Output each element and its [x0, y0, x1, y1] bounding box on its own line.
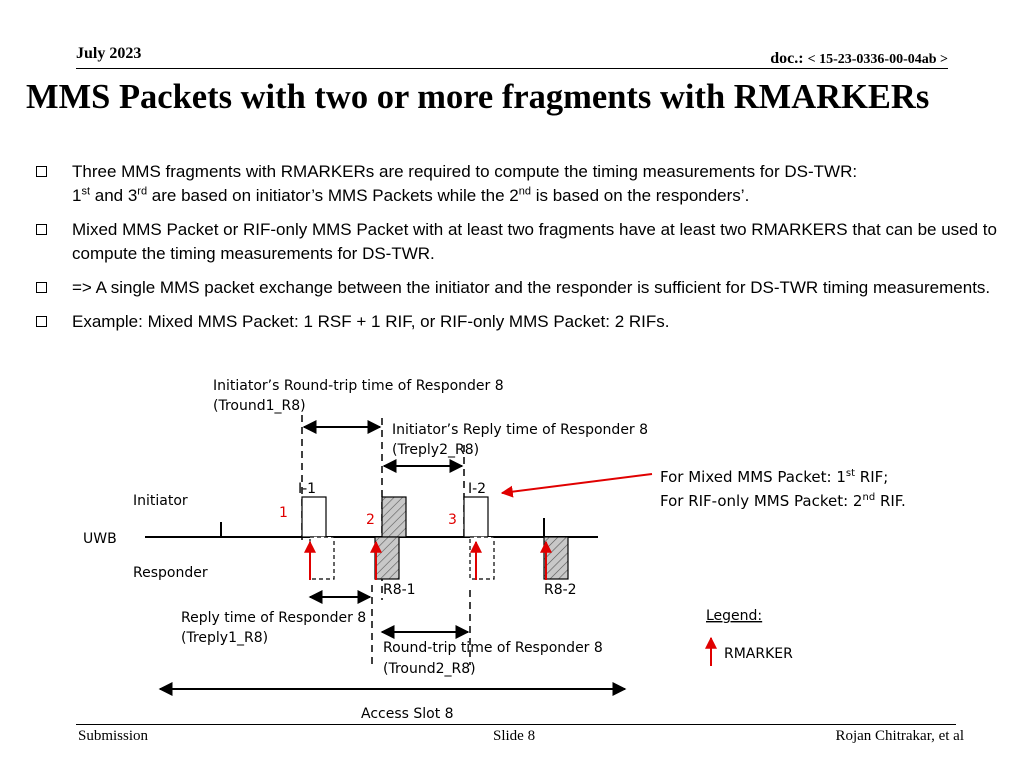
marker-1-label: 1 — [279, 505, 288, 521]
r8-2-label: R8-2 — [544, 582, 577, 598]
initiator-label: Initiator — [133, 493, 188, 509]
checkbox-bullet-icon — [36, 224, 47, 235]
note-superscript: nd — [862, 492, 875, 503]
slide-title: MMS Packets with two or more fragments w… — [26, 78, 930, 116]
reply2-symbol: (Treply2_R8) — [392, 442, 479, 458]
responder-label: Responder — [133, 565, 208, 581]
bullet-text-line1: Three MMS fragments with RMARKERs are re… — [72, 162, 858, 181]
superscript: nd — [518, 185, 531, 198]
bullet-text-part: 1 — [72, 186, 82, 205]
uwb-label: UWB — [83, 531, 117, 547]
footer-author: Rojan Chitrakar, et al — [835, 728, 964, 744]
bullet-text-part: and 3 — [90, 186, 138, 205]
superscript: rd — [137, 185, 148, 198]
doc-number: < 15-23-0336-00-04ab > — [807, 52, 948, 67]
bullet-list: Three MMS fragments with RMARKERs are re… — [36, 160, 1016, 344]
bullet-text: Example: Mixed MMS Packet: 1 RSF + 1 RIF… — [72, 312, 670, 331]
packet-dashed — [469, 536, 495, 580]
bullet-item: Mixed MMS Packet or RIF-only MMS Packet … — [36, 218, 1016, 266]
doc-label: doc.: — [770, 50, 804, 67]
round1-label: Initiator’s Round-trip time of Responder… — [213, 378, 504, 394]
header-rule — [76, 68, 948, 69]
footer-submission: Submission — [78, 728, 149, 744]
checkbox-bullet-icon — [36, 282, 47, 293]
i1-label: I-1 — [298, 481, 316, 497]
header-doc-id: doc.: < 15-23-0336-00-04ab > — [770, 50, 948, 68]
packet-dashed — [309, 536, 335, 580]
i2-label: I-2 — [468, 481, 486, 497]
reply1-label: Reply time of Responder 8 — [181, 610, 366, 626]
bullet-text-part: is based on the responders’. — [531, 186, 750, 205]
packet-r8-1 — [374, 536, 400, 580]
round1-symbol: (Tround1_R8) — [213, 398, 306, 414]
checkbox-bullet-icon — [36, 316, 47, 327]
note-text: RIF; — [855, 468, 888, 486]
bullet-item: => A single MMS packet exchange between … — [36, 276, 1016, 300]
legend-title: Legend: — [706, 608, 762, 624]
checkbox-bullet-icon — [36, 166, 47, 177]
header-date: July 2023 — [76, 45, 142, 62]
bullet-item: Three MMS fragments with RMARKERs are re… — [36, 160, 1016, 208]
footer-slide-number: Slide 8 — [493, 728, 536, 744]
packet-i1 — [301, 496, 327, 538]
note-text: For RIF-only MMS Packet: 2 — [660, 492, 862, 510]
footer-rule — [76, 724, 956, 725]
packet-i2 — [463, 496, 489, 538]
note-text: RIF. — [875, 492, 906, 510]
note-line2: For RIF-only MMS Packet: 2nd RIF. — [660, 492, 906, 510]
note-pointer-arrow — [500, 473, 653, 498]
packet-hatched — [381, 496, 407, 538]
marker-2-label: 2 — [366, 512, 375, 528]
superscript: st — [81, 185, 91, 198]
note-line1: For Mixed MMS Packet: 1st RIF; — [660, 468, 888, 486]
note-text: For Mixed MMS Packet: 1 — [660, 468, 846, 486]
bullet-item: Example: Mixed MMS Packet: 1 RSF + 1 RIF… — [36, 310, 1016, 334]
r8-1-label: R8-1 — [383, 582, 416, 598]
note-superscript: st — [846, 468, 855, 479]
bullet-text-part: are based on initiator’s MMS Packets whi… — [147, 186, 519, 205]
legend-item-label: RMARKER — [724, 646, 793, 662]
reply1-symbol: (Treply1_R8) — [181, 630, 268, 646]
round2-symbol: (Tround2_R8) — [383, 661, 476, 677]
packet-r8-2 — [543, 536, 569, 580]
round2-label: Round-trip time of Responder 8 — [383, 640, 603, 656]
access-slot-label: Access Slot 8 — [361, 706, 454, 722]
reply2-label: Initiator’s Reply time of Responder 8 — [392, 422, 648, 438]
bullet-text: => A single MMS packet exchange between … — [72, 278, 991, 297]
bullet-text: Mixed MMS Packet or RIF-only MMS Packet … — [72, 220, 997, 263]
marker-3-label: 3 — [448, 512, 457, 528]
